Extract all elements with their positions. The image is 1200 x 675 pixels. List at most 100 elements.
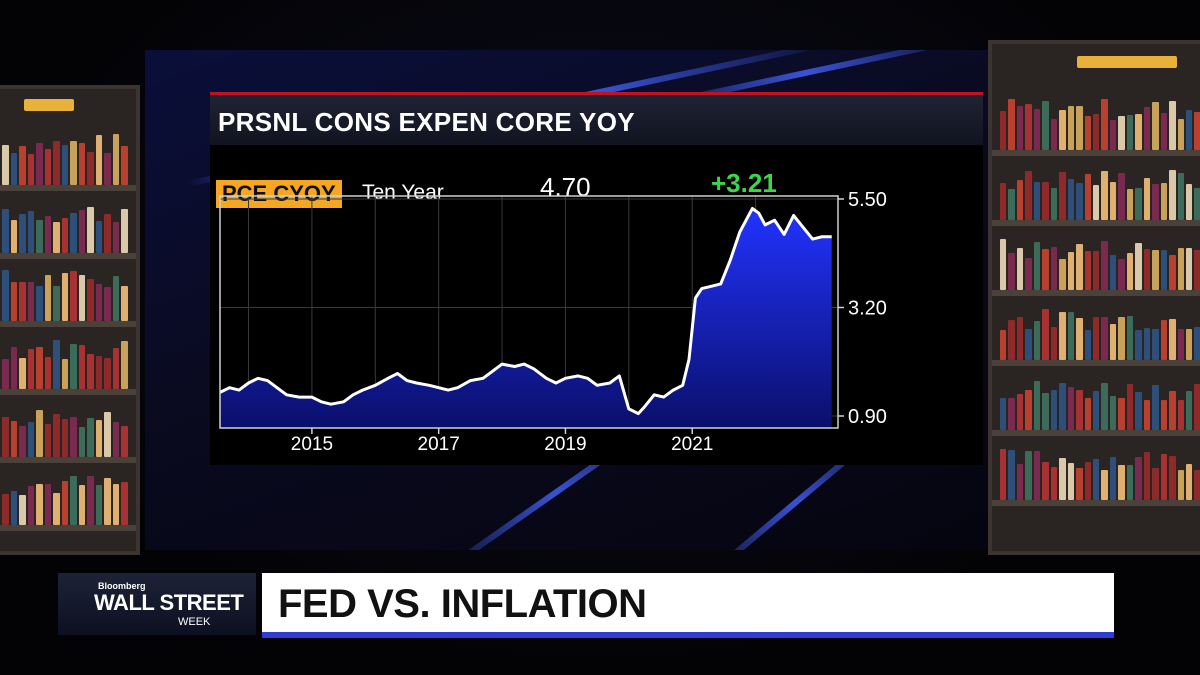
book [10,347,18,389]
book [70,271,77,321]
book [1194,384,1200,430]
book [70,417,77,457]
book [121,286,128,321]
book [1177,119,1184,150]
book [121,341,128,389]
book [1177,400,1184,430]
book [1143,400,1151,430]
book [19,214,26,253]
book [1025,390,1032,430]
book [44,216,52,253]
book [1033,242,1041,290]
book [1169,255,1176,290]
book [112,134,120,185]
book [1109,457,1117,500]
book [1109,182,1117,220]
book [1143,249,1151,290]
book [1194,250,1200,290]
book [44,275,52,321]
book [1008,189,1015,220]
book [1016,464,1024,500]
book [1000,449,1007,500]
book [1059,458,1066,500]
book [1092,391,1100,430]
headline-text: FED VS. INFLATION [278,582,647,626]
book [1135,114,1142,150]
book [1118,465,1125,500]
book [121,146,128,185]
book [36,286,43,321]
book [1101,383,1108,430]
book [1016,394,1024,430]
left-bookshelf [0,85,140,555]
book [95,135,103,185]
book [1076,106,1083,150]
book [1042,393,1049,430]
book [112,222,120,253]
book [19,146,26,185]
book [1194,112,1200,150]
book [1008,320,1015,360]
book [1152,184,1159,220]
book [1101,99,1108,150]
book [104,153,111,185]
book [1118,398,1125,430]
book [70,344,77,389]
book [1050,188,1058,220]
book [1160,320,1168,360]
book [78,275,86,321]
book [1194,327,1200,360]
book [95,356,103,389]
book [1042,249,1049,290]
book [1160,183,1168,220]
book [19,282,26,321]
book [10,421,18,457]
book [61,419,69,457]
book [1008,99,1015,150]
book [44,149,52,185]
book [1152,102,1159,150]
book [44,484,52,525]
book [1000,239,1007,290]
book [1194,470,1200,500]
book [1126,115,1134,150]
book [1160,113,1168,150]
book [1185,464,1193,500]
book [1050,327,1058,360]
show-logo [58,573,256,635]
book [1126,465,1134,500]
book [27,422,35,457]
book [95,221,103,253]
book [1135,188,1142,220]
book [27,349,35,389]
book [36,220,43,253]
book [10,153,18,185]
book [70,476,77,525]
book [121,482,128,525]
book [61,145,69,185]
book [19,495,26,525]
book [1008,450,1015,500]
book [2,417,9,457]
book [1050,467,1058,500]
book [1135,457,1142,500]
brand-week: WEEK [178,616,211,628]
book [1033,451,1041,500]
book [53,493,60,525]
book [1135,243,1142,290]
book [78,210,86,253]
book [1185,110,1193,150]
book [1118,173,1125,220]
book [104,358,111,389]
book [1084,330,1091,360]
book [1000,330,1007,360]
book [1059,312,1066,360]
book [1067,252,1075,290]
x-tick-label: 2015 [291,434,333,455]
book [1194,188,1200,220]
chart-title: PRSNL CONS EXPEN CORE YOY [218,107,635,137]
book [87,476,94,525]
book [1109,324,1117,360]
book [1067,387,1075,430]
book [1143,178,1151,220]
